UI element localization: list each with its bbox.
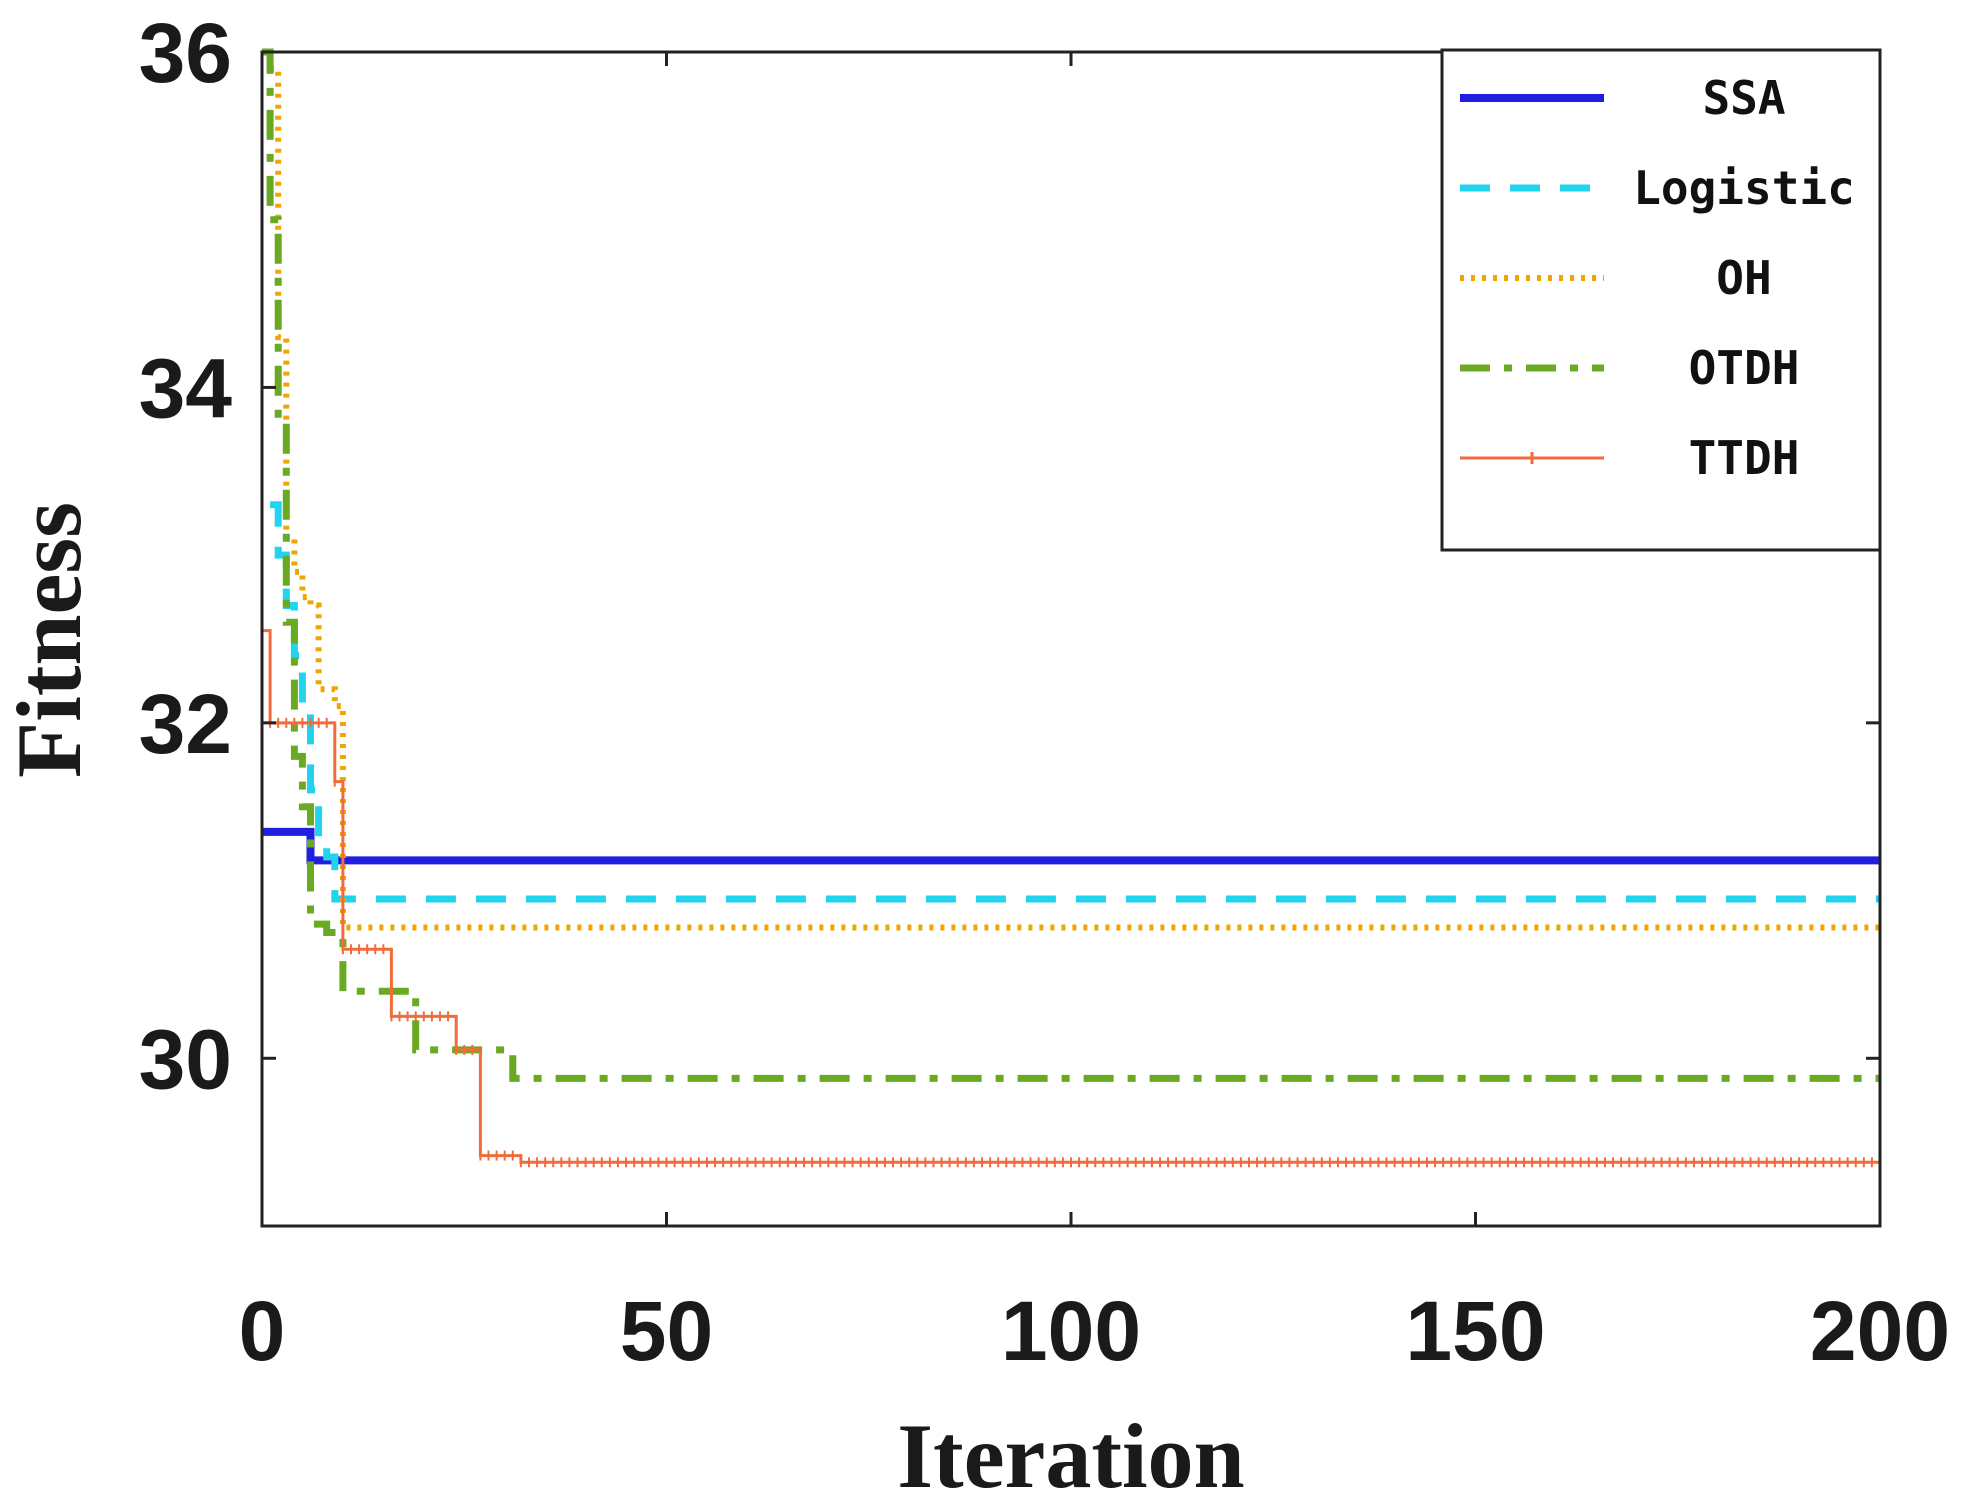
legend-label: OH <box>1716 251 1771 305</box>
y-tick-label: 32 <box>139 677 232 771</box>
series-layer <box>261 48 1881 1168</box>
tick-layer: 0 50 100 150 200 30 32 34 36 <box>139 6 1951 1378</box>
series-line-otdh <box>262 48 1880 1082</box>
legend-box <box>1440 48 1882 552</box>
y-axis-label: Fitness <box>0 502 100 778</box>
y-tick-label: 30 <box>139 1012 232 1106</box>
y-tick-label: 34 <box>139 341 233 435</box>
legend-label: Logistic <box>1633 161 1855 215</box>
legend-item-otdh: OTDH <box>1460 341 1799 395</box>
x-tick-label: 100 <box>1001 1284 1141 1378</box>
series-line-ssa <box>262 827 1880 865</box>
x-tick-label: 200 <box>1810 1284 1950 1378</box>
series-line-logistic <box>270 501 1880 903</box>
legend-item-oh: OH <box>1460 251 1772 305</box>
x-tick-label: 0 <box>239 1284 286 1378</box>
legend-label: OTDH <box>1689 341 1800 395</box>
legend-item-ttdh: TTDH <box>1460 431 1799 485</box>
legend-label: SSA <box>1702 71 1785 125</box>
legend-item-ssa: SSA <box>1460 71 1786 125</box>
y-tick-label: 36 <box>139 6 232 100</box>
x-tick-label: 50 <box>620 1284 713 1378</box>
legend-label: TTDH <box>1689 431 1800 485</box>
series-markers-ttdh <box>261 625 1881 1168</box>
legend-item-logistic: Logistic <box>1460 161 1855 215</box>
x-tick-label: 150 <box>1405 1284 1545 1378</box>
legend: SSA Logistic OH OTDH TTDH <box>1440 48 1882 552</box>
series-line-oh <box>270 65 1880 931</box>
x-axis-label: Iteration <box>897 1405 1244 1503</box>
